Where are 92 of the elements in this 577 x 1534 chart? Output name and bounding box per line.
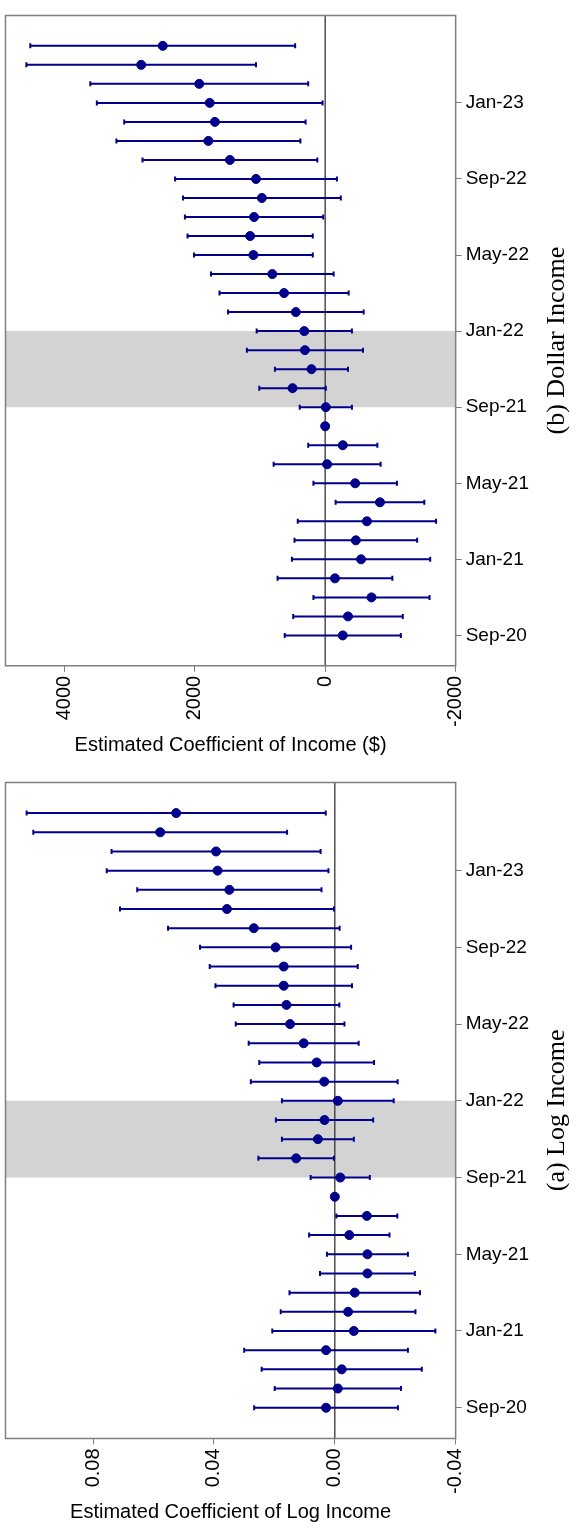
point: [320, 421, 331, 432]
point: [319, 1076, 330, 1087]
point: [344, 1230, 355, 1241]
point: [267, 269, 278, 280]
point: [322, 459, 333, 470]
point: [298, 1038, 309, 1049]
point: [209, 116, 220, 127]
point: [224, 154, 235, 165]
point: [337, 630, 348, 641]
point: [337, 440, 348, 451]
x-tick-label: 0.04: [201, 1448, 224, 1488]
x-tick-label: -2000: [443, 675, 466, 727]
y-tick-label: May-22: [465, 243, 529, 265]
point: [312, 1134, 323, 1145]
point: [329, 1191, 340, 1202]
point: [270, 942, 281, 953]
point: [245, 231, 256, 242]
y-tick-label: Sep-20: [465, 623, 527, 645]
point: [278, 961, 289, 972]
x-tick-label: -0.04: [443, 1448, 466, 1495]
y-tick-label: Jan-22: [465, 1089, 524, 1111]
point: [281, 999, 292, 1010]
y-tick-label: Jan-23: [465, 858, 524, 880]
point: [136, 59, 147, 70]
point: [212, 865, 223, 876]
point: [362, 1249, 373, 1260]
point: [203, 135, 214, 146]
point: [356, 554, 367, 565]
y-tick-label: Sep-20: [465, 1395, 527, 1417]
point: [285, 1019, 296, 1030]
point: [321, 1402, 332, 1413]
point: [224, 884, 235, 895]
point: [204, 97, 215, 108]
y-tick-label: May-21: [465, 471, 529, 493]
point: [343, 1306, 354, 1317]
x-axis-title: Estimated Coefficient of Log Income: [70, 1499, 392, 1522]
y-tick-label: Sep-22: [465, 167, 527, 189]
point: [321, 1345, 332, 1356]
point: [155, 827, 166, 838]
point: [194, 78, 205, 89]
point: [362, 1268, 373, 1279]
point: [287, 383, 298, 394]
point: [171, 808, 182, 819]
point: [256, 192, 267, 203]
point: [291, 1153, 302, 1164]
point: [361, 1210, 372, 1221]
point: [319, 1115, 330, 1125]
point: [374, 497, 385, 508]
point: [349, 1287, 360, 1298]
point: [248, 923, 259, 934]
text: (a) Log Income: [540, 1029, 570, 1192]
point: [350, 535, 361, 546]
y-tick-label: May-21: [465, 1242, 529, 1264]
point: [332, 1095, 343, 1106]
point: [157, 40, 168, 51]
y-tick-label: Sep-21: [465, 395, 527, 417]
point: [366, 592, 377, 603]
point: [329, 573, 340, 584]
y-tick-label: Jan-22: [465, 319, 524, 341]
point: [278, 980, 289, 991]
point: [332, 1383, 343, 1394]
x-tick-label: 0.08: [80, 1448, 103, 1488]
y-tick-label: Jan-21: [465, 1319, 524, 1341]
y-tick-label: Sep-22: [465, 935, 527, 957]
y-tick-label: Sep-21: [465, 1165, 527, 1187]
point: [249, 212, 260, 222]
point: [299, 345, 310, 356]
point: [306, 364, 317, 375]
point: [221, 904, 232, 914]
x-tick-label: 4000: [51, 675, 74, 721]
point: [251, 173, 262, 184]
point: [350, 478, 361, 489]
point: [336, 1364, 347, 1375]
x-axis-title: Estimated Coefficient of Income ($): [74, 732, 387, 755]
point: [361, 516, 372, 527]
point: [320, 402, 331, 413]
y-tick-label: May-22: [465, 1012, 529, 1034]
point: [211, 846, 222, 857]
x-tick-label: 0: [312, 675, 335, 687]
point: [348, 1326, 359, 1336]
point: [311, 1057, 322, 1068]
point: [248, 250, 259, 261]
point: [343, 611, 353, 622]
y-tick-label: Jan-21: [465, 547, 524, 569]
x-tick-label: 0.00: [322, 1448, 345, 1488]
point: [290, 307, 301, 318]
point: [279, 288, 290, 299]
point: [335, 1172, 346, 1183]
x-tick-label: 2000: [182, 675, 205, 721]
text: (b) Dollar Income: [540, 246, 570, 435]
point: [299, 326, 310, 337]
y-tick-label: Jan-23: [465, 91, 524, 113]
